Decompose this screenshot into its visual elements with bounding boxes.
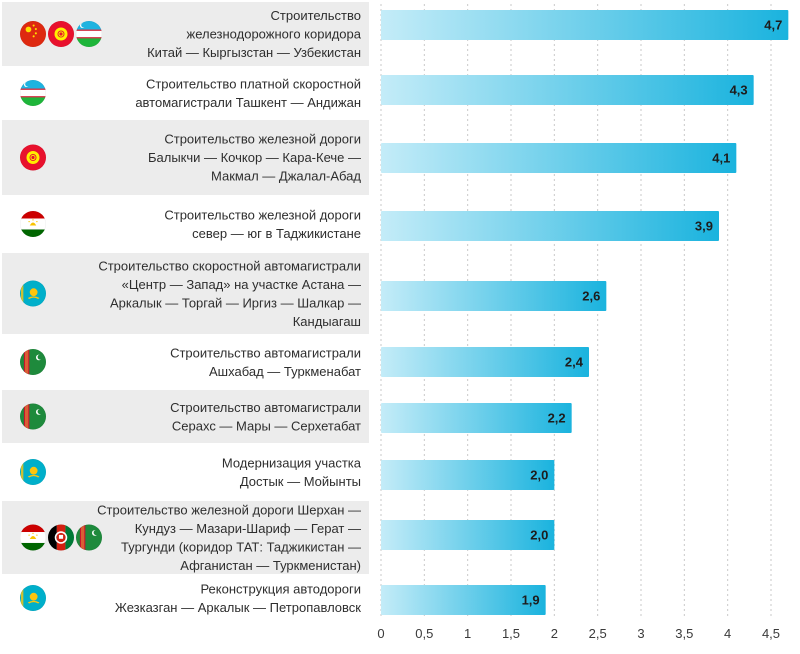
- bar: [381, 403, 572, 433]
- bar: [381, 10, 789, 40]
- bar: [381, 75, 754, 105]
- category-label: Реконструкция автодороги Жезказган — Арка…: [115, 581, 361, 615]
- x-tick-label: 1: [464, 626, 471, 641]
- kazakhstan-flag-icon: [20, 459, 46, 485]
- category-label-line: Ашхабад — Туркменабат: [209, 364, 361, 379]
- x-axis-ticks: 0 0,5 1 1,5 2 2,5 3 3,5 4 4,5: [377, 626, 780, 641]
- x-tick-label: 3,5: [675, 626, 693, 641]
- bars: [381, 10, 789, 615]
- value-label: 2,0: [530, 468, 548, 483]
- category-label-line: Китай — Кыргызстан — Узбекистан: [147, 45, 361, 60]
- category-label: Строительство скоростной автомагистрали «…: [98, 258, 361, 329]
- x-tick-label: 2: [551, 626, 558, 641]
- category-label-line: Модернизация участка: [222, 455, 362, 470]
- kyrgyzstan-flag-icon: [48, 21, 74, 47]
- category-label-line: Балыкчи — Кочкор — Кара-Кече —: [148, 150, 361, 165]
- category-label: Строительство автомагистрали Серахс — Мар…: [170, 400, 361, 434]
- category-label-line: Реконструкция автодороги: [200, 581, 361, 596]
- category-label-line: Достык — Мойынты: [240, 474, 361, 489]
- bar: [381, 281, 607, 311]
- bar: [381, 143, 737, 173]
- category-label: Строительство автомагистрали Ашхабад — Ту…: [170, 345, 361, 379]
- category-label-line: железнодорожного коридора: [187, 27, 362, 42]
- value-labels: 4,7 4,3 4,1 3,9 2,6 2,4 2,2 2,0 2,0 1,9: [522, 18, 783, 608]
- category-label-line: автомагистрали Ташкент — Андижан: [135, 95, 361, 110]
- category-label-line: Строительство: [271, 8, 361, 23]
- turkmenistan-flag-icon: [20, 349, 46, 375]
- bar: [381, 211, 719, 241]
- category-label: Строительство железнодорожного коридора Ки…: [147, 8, 362, 60]
- row-band: [2, 253, 369, 334]
- category-label-line: Серахс — Мары — Серхетабат: [172, 418, 361, 433]
- kazakhstan-flag-icon: [20, 585, 46, 611]
- tajikistan-flag-icon: [20, 524, 46, 551]
- category-label-line: север — юг в Таджикистане: [192, 226, 361, 241]
- x-tick-label: 2,5: [589, 626, 607, 641]
- x-tick-label: 4: [724, 626, 731, 641]
- category-label: Строительство железной дороги север — юг …: [164, 207, 361, 241]
- row-band: [2, 390, 369, 443]
- category-label-line: Строительство платной скоростной: [146, 76, 361, 91]
- tajikistan-flag-icon: [20, 211, 46, 237]
- bar: [381, 347, 589, 377]
- category-label-line: Жезказган — Аркалык — Петропавловск: [115, 600, 361, 615]
- bar: [381, 520, 555, 550]
- category-label-line: Тургунди (коридор ТАТ: Таджикистан —: [121, 539, 361, 554]
- category-label: Строительство железной дороги Балыкчи — К…: [148, 132, 361, 184]
- afghanistan-flag-icon: [48, 524, 74, 551]
- bar: [381, 460, 555, 490]
- category-label-line: Макмал — Джалал-Абад: [211, 169, 361, 184]
- category-label-line: Строительство скоростной автомагистрали: [98, 258, 361, 273]
- value-label: 2,4: [565, 355, 584, 370]
- value-label: 2,2: [548, 411, 566, 426]
- uzbekistan-flag-icon: [20, 80, 46, 106]
- flags: [20, 21, 102, 611]
- category-label-line: Афганистан — Туркменистан): [180, 558, 361, 573]
- category-label: Строительство железной дороги Шерхан — Ку…: [97, 502, 361, 573]
- category-label-line: Строительство железной дороги Шерхан —: [97, 502, 361, 517]
- value-label: 4,3: [730, 83, 748, 98]
- category-label-line: Строительство железной дороги: [164, 207, 361, 222]
- turkmenistan-flag-icon: [20, 403, 46, 430]
- category-labels: Строительство железнодорожного коридора Ки…: [97, 8, 362, 615]
- x-tick-label: 0: [377, 626, 384, 641]
- value-label: 4,1: [712, 151, 730, 166]
- category-label-line: Строительство железной дороги: [164, 132, 361, 147]
- turkmenistan-flag-icon: [76, 524, 102, 551]
- row-band: [2, 120, 369, 195]
- x-tick-label: 4,5: [762, 626, 780, 641]
- x-tick-label: 1,5: [502, 626, 520, 641]
- kyrgyzstan-flag-icon: [20, 144, 46, 171]
- bar: [381, 585, 546, 615]
- value-label: 1,9: [522, 593, 540, 608]
- x-tick-label: 3: [637, 626, 644, 641]
- china-flag-icon: [20, 21, 46, 47]
- category-label-line: Строительство автомагистрали: [170, 345, 361, 360]
- category-label-line: Кандыагаш: [293, 314, 361, 329]
- category-label-line: Строительство автомагистрали: [170, 400, 361, 415]
- category-label-line: Кундуз — Мазари-Шариф — Герат —: [135, 521, 361, 536]
- category-label: Модернизация участка Достык — Мойынты: [222, 455, 362, 489]
- uzbekistan-flag-icon: [76, 21, 102, 47]
- x-tick-label: 0,5: [415, 626, 433, 641]
- category-label-line: «Центр — Запад» на участке Астана —: [122, 277, 361, 292]
- category-label-line: Аркалык — Торгай — Иргиз — Шалкар —: [110, 295, 361, 310]
- value-label: 4,7: [764, 18, 782, 33]
- kazakhstan-flag-icon: [20, 280, 46, 307]
- value-label: 2,0: [530, 528, 548, 543]
- value-label: 3,9: [695, 219, 713, 234]
- value-label: 2,6: [582, 289, 600, 304]
- category-label: Строительство платной скоростной автомаги…: [135, 76, 361, 110]
